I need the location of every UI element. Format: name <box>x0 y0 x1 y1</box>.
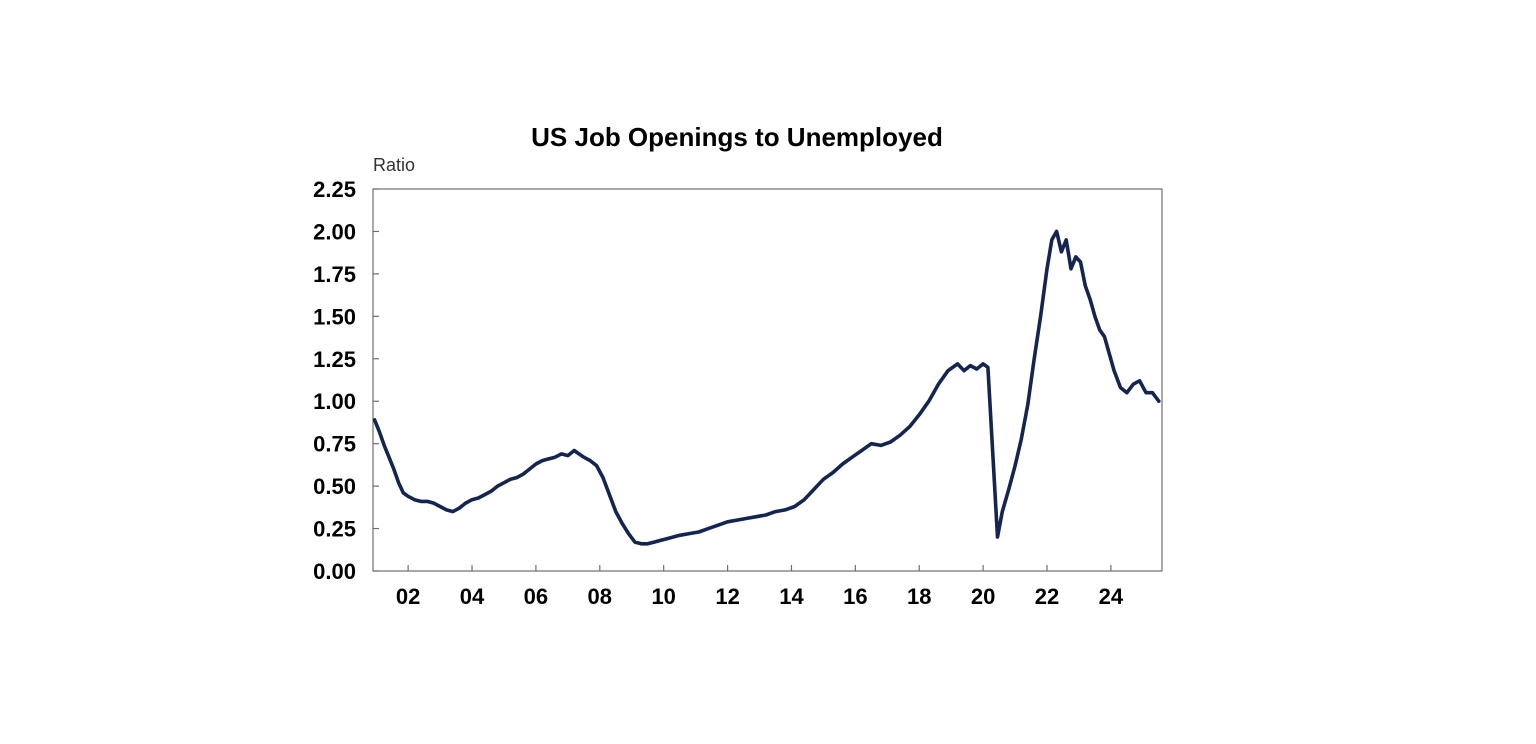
y-tick-label: 1.75 <box>313 262 356 287</box>
x-tick-label: 24 <box>1099 584 1124 609</box>
y-axis-unit-label: Ratio <box>373 155 415 175</box>
y-tick-label: 0.75 <box>313 432 356 457</box>
x-tick-label: 12 <box>715 584 739 609</box>
x-tick-label: 16 <box>843 584 867 609</box>
series-line <box>372 229 1161 546</box>
y-tick-label: 1.25 <box>313 347 356 372</box>
x-tick-label: 06 <box>524 584 548 609</box>
y-axis: 0.00 0.25 0.50 0.75 1.00 1.25 1.50 1.75 2.00 2.25 <box>313 177 379 584</box>
y-tick-label: 0.00 <box>313 559 356 584</box>
y-tick-label: 2.00 <box>313 219 356 244</box>
x-tick-label: 22 <box>1035 584 1059 609</box>
x-tick-label: 02 <box>396 584 420 609</box>
y-tick-label: 0.25 <box>313 517 356 542</box>
x-tick-label: 18 <box>907 584 931 609</box>
x-tick-label: 08 <box>588 584 612 609</box>
y-tick-label: 0.50 <box>313 474 356 499</box>
chart-title: US Job Openings to Unemployed <box>531 122 943 152</box>
plot-area-frame <box>372 188 1163 572</box>
x-tick-label: 04 <box>460 584 485 609</box>
series-layer <box>372 229 1161 546</box>
x-tick-label: 14 <box>779 584 804 609</box>
x-axis: 02 04 06 08 10 12 14 16 18 20 22 24 <box>396 565 1124 609</box>
y-tick-label: 1.50 <box>313 304 356 329</box>
x-tick-label: 10 <box>651 584 675 609</box>
y-tick-label: 1.00 <box>313 389 356 414</box>
x-tick-label: 20 <box>971 584 995 609</box>
y-tick-label: 2.25 <box>313 177 356 202</box>
